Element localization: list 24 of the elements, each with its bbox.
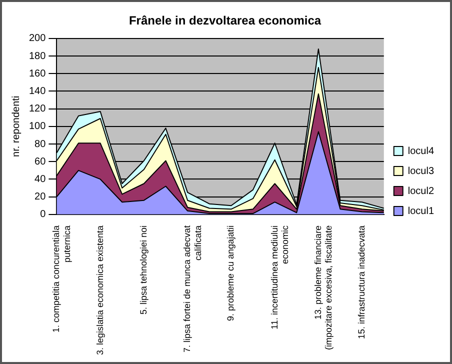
y-tick-label: 60: [34, 156, 46, 168]
legend-label: locul2: [408, 186, 434, 197]
y-tick-label: 80: [34, 138, 46, 150]
y-tick-label: 20: [34, 192, 46, 203]
y-tick-label: 40: [34, 174, 46, 185]
x-tick-label: 15. infrastructura inadecvata: [356, 225, 367, 340]
legend-label: locul1: [408, 206, 434, 217]
x-tick-label: 7. lipsa fortei de munca adecvat calificata: [182, 224, 203, 353]
y-tick-label: 180: [28, 50, 46, 62]
y-tick-label: 0: [40, 209, 46, 220]
chart-title: Frânele in dezvoltarea economica: [128, 14, 322, 28]
y-tick-label: 100: [28, 121, 46, 132]
x-tick-label: 9. probleme cu angajatii: [226, 225, 236, 321]
y-axis-title: nr. repondenti: [10, 96, 22, 157]
x-tick-label: 1. competitia concurentiala puternica: [51, 225, 72, 332]
legend-label: locul4: [408, 146, 434, 157]
x-tick-label: 5. lipsa tehnologiei noi: [138, 225, 148, 315]
y-tick-label: 120: [28, 104, 46, 115]
legend-label: locul3: [408, 166, 434, 177]
y-tick-label: 160: [28, 68, 46, 80]
y-tick-label: 200: [28, 33, 46, 44]
x-tick-label: 3. legislatia economica existenta: [94, 225, 105, 356]
x-tick-label: 11. incertitudinea mediului economic: [269, 224, 290, 330]
y-tick-label: 140: [28, 86, 46, 97]
